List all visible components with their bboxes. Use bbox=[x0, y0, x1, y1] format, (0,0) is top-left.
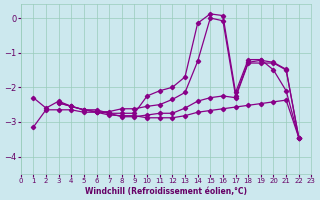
X-axis label: Windchill (Refroidissement éolien,°C): Windchill (Refroidissement éolien,°C) bbox=[85, 187, 247, 196]
